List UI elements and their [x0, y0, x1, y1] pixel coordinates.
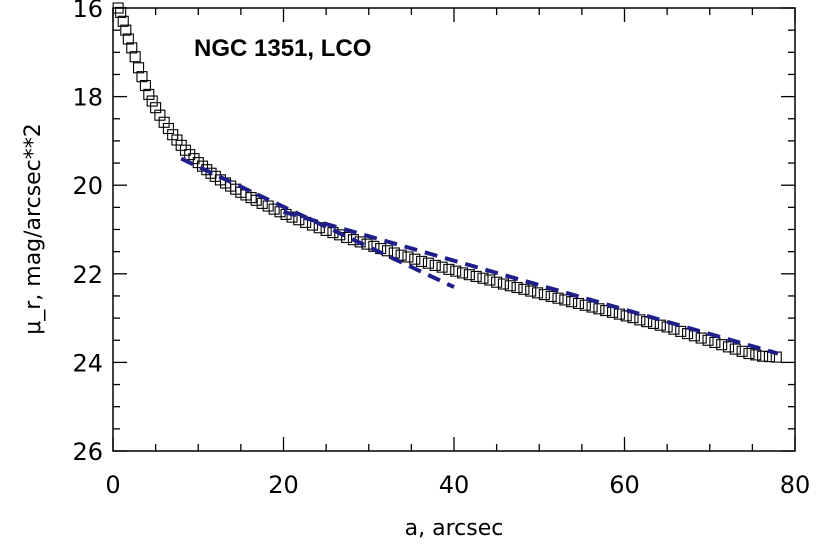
x-tick-label: 0 [105, 471, 120, 499]
data-point [402, 251, 414, 263]
data-point [491, 276, 503, 288]
x-tick-labels: 0 20 40 60 80 [105, 471, 810, 499]
data-point [579, 299, 591, 311]
data-point [286, 211, 298, 223]
data-point [716, 339, 728, 351]
data-point [112, 2, 124, 14]
data-point [429, 259, 441, 271]
data-point [463, 269, 475, 281]
data-point [709, 336, 721, 349]
model-line [282, 209, 779, 356]
data-point [341, 231, 353, 244]
data-point [477, 272, 489, 284]
data-point [722, 341, 735, 353]
data-point [566, 296, 578, 308]
data-point [129, 51, 141, 63]
plot-frame [112, 7, 796, 452]
data-point [143, 88, 155, 100]
x-axis-label: a, arcsec [405, 516, 504, 541]
data-point [422, 257, 434, 269]
data-point [695, 332, 707, 344]
data-point [593, 303, 605, 315]
data-point [538, 289, 550, 301]
data-point [268, 203, 280, 215]
data-point [634, 314, 646, 326]
data-point [470, 270, 482, 283]
data-point [196, 160, 209, 172]
y-tick-label: 20 [72, 172, 103, 200]
data-point [184, 149, 196, 161]
data-point [559, 294, 571, 306]
data-point [133, 62, 145, 74]
data-point [150, 102, 162, 114]
chart-annotation: NGC 1351, LCO [194, 35, 371, 62]
data-point [409, 253, 421, 265]
data-point [250, 194, 262, 206]
data-point [139, 79, 151, 92]
y-tick-label: 24 [72, 349, 103, 377]
data-point [136, 71, 148, 83]
data-point [162, 122, 174, 135]
data-point [126, 42, 138, 54]
data-point [504, 280, 516, 292]
data-point [497, 278, 509, 290]
data-point [158, 116, 170, 128]
data-point [757, 350, 769, 362]
model-lines [180, 156, 779, 356]
data-point [600, 305, 612, 317]
data-point [115, 6, 127, 18]
y-axis-label: μ_r, mag/arcsec**2 [21, 123, 46, 335]
data-point [179, 144, 192, 156]
x-tick-label: 40 [439, 471, 470, 499]
data-point [443, 263, 455, 275]
data-point [188, 153, 200, 165]
data-point [436, 261, 448, 273]
data-point [146, 95, 158, 107]
data-point [572, 297, 585, 310]
y-tick-labels: 16 18 20 22 24 26 [72, 0, 103, 466]
data-point [120, 24, 132, 36]
data-point [484, 274, 496, 286]
data-point [450, 265, 462, 277]
data-point [122, 33, 134, 45]
data-point [654, 319, 666, 331]
data-point [456, 267, 469, 279]
y-tick-label: 18 [72, 84, 103, 112]
data-point [729, 343, 741, 355]
data-point [117, 15, 129, 27]
y-tick-label: 16 [72, 0, 103, 23]
data-point [262, 200, 274, 212]
data-point [511, 281, 523, 294]
axis-ticks [112, 7, 796, 452]
x-tick-label: 80 [780, 471, 811, 499]
x-tick-label: 60 [609, 471, 640, 499]
data-point [675, 325, 687, 337]
data-point [620, 310, 632, 322]
data-point [531, 287, 544, 299]
data-point [347, 234, 359, 246]
data-point [205, 167, 217, 179]
data-point [416, 255, 428, 267]
data-point [518, 283, 530, 295]
data-point [552, 292, 564, 304]
data-point [750, 349, 762, 361]
data-point [154, 109, 166, 121]
y-tick-label: 22 [72, 261, 103, 289]
data-point [736, 345, 748, 357]
data-point [743, 347, 755, 360]
data-point [702, 334, 714, 346]
data-point [381, 245, 394, 257]
data-point [613, 308, 625, 320]
y-tick-label: 26 [72, 438, 103, 466]
model-line [180, 156, 455, 289]
data-point [525, 285, 537, 297]
data-point [545, 290, 557, 302]
x-tick-label: 20 [268, 471, 299, 499]
